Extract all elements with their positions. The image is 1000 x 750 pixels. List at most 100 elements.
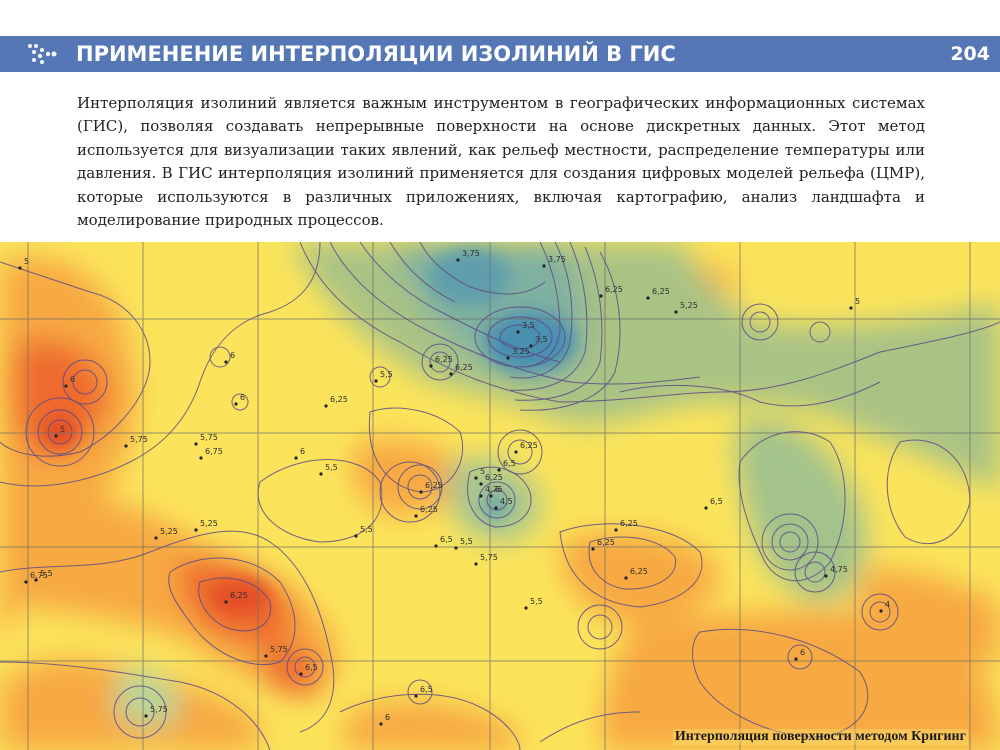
sample-point (704, 506, 708, 510)
sample-point (234, 402, 238, 406)
sample-point (614, 528, 618, 532)
sample-point (354, 534, 358, 538)
contour-value-label: 3,75 (548, 255, 566, 264)
contour-lines (0, 242, 1000, 750)
contour-value-label: 5,25 (160, 527, 178, 536)
sample-point (414, 514, 418, 518)
contour-labels: 3,753,753,53,53,256,25 6,255,25666,256,25… (18, 249, 890, 726)
contour-value-label: 6,25 (630, 567, 648, 576)
contour-value-label: 4,5 (500, 497, 513, 506)
contour-value-label: 6,75 (30, 571, 48, 580)
contour-value-label: 6,25 (520, 441, 538, 450)
sample-point (489, 494, 493, 498)
sample-point (516, 330, 520, 334)
kriging-map: 3,75 3,75 3,5 3,5 3,25 6,25 6,25 5,25 6 6 6,25 6,25… (0, 242, 1000, 750)
sample-point (64, 384, 68, 388)
contour-value-label: 6,25 (652, 287, 670, 296)
sample-point (494, 506, 498, 510)
contour-value-label: 6,25 (485, 473, 503, 482)
contour-value-label: 6,25 (597, 538, 615, 547)
contour-value-label: 5,25 (200, 519, 218, 528)
contour-value-label: 6,25 (435, 355, 453, 364)
sample-point (479, 482, 483, 486)
sample-point (429, 364, 433, 368)
sample-point (194, 442, 198, 446)
kriging-surface: 3,753,753,53,53,256,25 6,255,25666,256,25… (0, 242, 1000, 750)
sample-point (524, 606, 528, 610)
contour-value-label: 6,25 (620, 519, 638, 528)
sample-point (294, 456, 298, 460)
contour-value-label: 6,25 (425, 481, 443, 490)
sample-point (674, 310, 678, 314)
contour-value-label: 6 (300, 447, 305, 456)
sample-point (199, 456, 203, 460)
sample-point (154, 536, 158, 540)
contour-value-label: 5,75 (480, 553, 498, 562)
sample-point (414, 694, 418, 698)
sample-point (879, 609, 883, 613)
contour-value-label: 5,5 (40, 569, 53, 578)
contour-value-label: 6 (800, 648, 805, 657)
sample-point (374, 379, 378, 383)
sample-point (624, 576, 628, 580)
map-grid (0, 242, 1000, 750)
contour-value-label: 5,75 (150, 705, 168, 714)
contour-value-label: 5,5 (325, 463, 338, 472)
sample-point (529, 344, 533, 348)
sample-point (379, 722, 383, 726)
contour-value-label: 6 (385, 713, 390, 722)
contour-value-label: 6,5 (503, 459, 516, 468)
sample-point (319, 472, 323, 476)
contour-value-label: 6,25 (230, 591, 248, 600)
sample-point (542, 264, 546, 268)
contour-value-label: 5,5 (460, 537, 473, 546)
sample-point (506, 356, 510, 360)
contour-value-label: 5,75 (200, 433, 218, 442)
sample-point (24, 580, 28, 584)
contour-value-label: 5 (24, 257, 29, 266)
slide-header: ПРИМЕНЕНИЕ ИНТЕРПОЛЯЦИИ ИЗОЛИНИЙ В ГИС 2… (0, 36, 1000, 72)
page-number: 204 (950, 43, 990, 65)
contour-value-label: 6,5 (710, 497, 723, 506)
contour-value-label: 6,5 (420, 685, 433, 694)
contour-value-label: 3,5 (522, 321, 535, 330)
sample-point (144, 714, 148, 718)
sample-point (324, 404, 328, 408)
sample-point (794, 657, 798, 661)
contour-value-label: 6 (495, 485, 500, 494)
sample-point (456, 258, 460, 262)
sample-point (34, 578, 38, 582)
sample-point (514, 450, 518, 454)
intro-paragraph: Интерполяция изолиний является важным ин… (77, 94, 925, 230)
contour-value-label: 5,5 (380, 370, 393, 379)
contour-value-label: 6,25 (330, 395, 348, 404)
contour-value-label: 6 (240, 393, 245, 402)
contour-value-label: 5 (480, 467, 485, 476)
contour-value-label: 3,75 (462, 249, 480, 258)
contour-value-label: 5,5 (360, 525, 373, 534)
contour-value-label: 6 (230, 351, 235, 360)
sample-point (264, 654, 268, 658)
sample-point (124, 444, 128, 448)
contour-value-label: 5,25 (680, 301, 698, 310)
contour-value-label: 5 (60, 425, 65, 434)
contour-value-label: 5 (855, 297, 860, 306)
contour-value-label: 4,75 (830, 565, 848, 574)
contour-value-label: 6,5 (305, 663, 318, 672)
sample-point (224, 600, 228, 604)
dots-arrow-icon (28, 44, 57, 64)
sample-point (497, 468, 501, 472)
contour-value-label: 6,25 (420, 505, 438, 514)
contour-value-label: 6,25 (605, 285, 623, 294)
sample-point (224, 360, 228, 364)
sample-point (479, 494, 483, 498)
map-caption: Интерполяция поверхности методом Кригинг (672, 729, 968, 745)
sample-point (824, 574, 828, 578)
contour-value-label: 6,25 (455, 363, 473, 372)
contour-value-label: 3,5 (535, 335, 548, 344)
sample-point (646, 296, 650, 300)
sample-point (599, 294, 603, 298)
contour-value-label: 5,5 (530, 597, 543, 606)
sample-point (299, 672, 303, 676)
sample-point (194, 528, 198, 532)
